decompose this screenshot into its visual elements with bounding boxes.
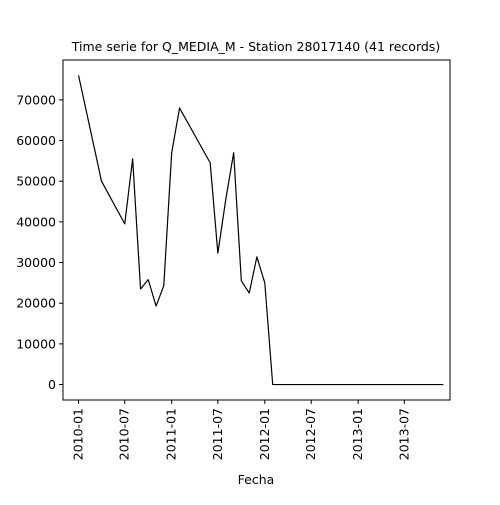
y-tick-label: 60000 (16, 133, 56, 148)
x-tick-label: 2013-07 (396, 408, 411, 460)
x-tick-label: 2011-07 (210, 408, 225, 460)
y-tick-label: 0 (48, 377, 56, 392)
y-tick-label: 30000 (16, 255, 56, 270)
x-tick-label: 2013-01 (350, 408, 365, 460)
chart-title: Time serie for Q_MEDIA_M - Station 28017… (71, 39, 440, 54)
series-line (77, 75, 444, 386)
x-tick-label: 2010-07 (117, 408, 132, 460)
x-tick-label: 2010-01 (71, 408, 86, 460)
x-tick-label: 2012-07 (303, 408, 318, 460)
x-tick-label: 2011-01 (164, 408, 179, 460)
y-tick-label: 20000 (16, 296, 56, 311)
plot-frame (62, 59, 451, 401)
y-tick-label: 10000 (16, 336, 56, 351)
x-tick-label: 2012-01 (257, 408, 272, 460)
x-axis-label: Fecha (238, 472, 275, 487)
y-tick-label: 40000 (16, 214, 56, 229)
y-tick-label: 70000 (16, 92, 56, 107)
y-tick-label: 50000 (16, 174, 56, 189)
plot-area: 0 10000 20000 30000 40000 50000 60000 70000 2010… (16, 75, 444, 460)
